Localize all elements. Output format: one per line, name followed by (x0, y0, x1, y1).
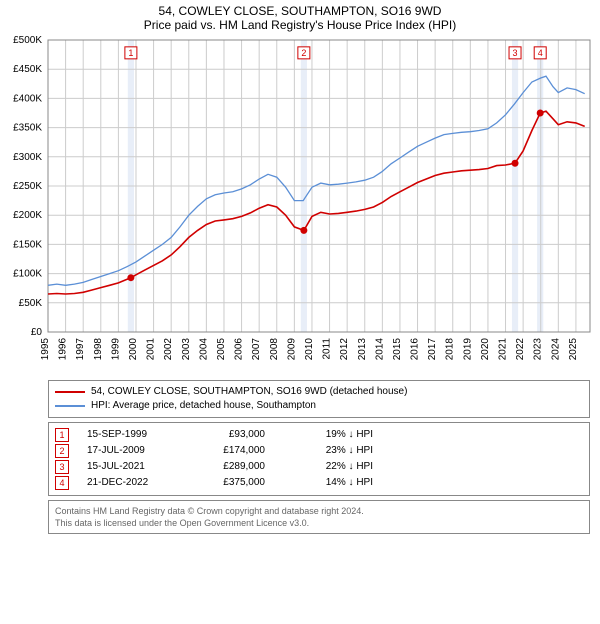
event-marker-box: 3 (55, 460, 69, 474)
y-tick-label: £350K (13, 123, 42, 134)
event-delta: 19% ↓ HPI (283, 427, 373, 443)
event-date: 17-JUL-2009 (87, 443, 177, 459)
chart-svg: £0£50K£100K£150K£200K£250K£300K£350K£400… (48, 34, 590, 374)
y-tick-label: £400K (13, 93, 42, 104)
x-tick-label: 1999 (110, 338, 121, 361)
event-delta: 14% ↓ HPI (283, 475, 373, 491)
x-tick-label: 2017 (427, 338, 438, 361)
x-tick-label: 2021 (498, 338, 509, 361)
y-tick-label: £150K (13, 239, 42, 250)
x-tick-label: 2000 (128, 338, 139, 361)
event-marker-box: 2 (55, 444, 69, 458)
event-price: £375,000 (195, 475, 265, 491)
y-tick-label: £450K (13, 64, 42, 75)
x-tick-label: 2018 (445, 338, 456, 361)
event-price: £289,000 (195, 459, 265, 475)
event-date: 15-SEP-1999 (87, 427, 177, 443)
x-tick-label: 2004 (198, 338, 209, 361)
event-flag-label: 2 (301, 48, 306, 58)
legend-label: HPI: Average price, detached house, Sout… (91, 399, 316, 413)
x-tick-label: 2006 (234, 338, 245, 361)
event-dot (300, 227, 307, 234)
x-tick-label: 2015 (392, 338, 403, 361)
x-tick-label: 2013 (357, 338, 368, 361)
y-tick-label: £100K (13, 269, 42, 280)
x-tick-label: 1998 (93, 338, 104, 361)
event-row: 2 17-JUL-2009 £174,000 23% ↓ HPI (55, 443, 583, 459)
y-tick-label: £50K (19, 298, 43, 309)
event-flag-label: 4 (538, 48, 543, 58)
x-tick-label: 1995 (40, 338, 51, 361)
legend-label: 54, COWLEY CLOSE, SOUTHAMPTON, SO16 9WD … (91, 385, 407, 399)
events-table: 1 15-SEP-1999 £93,000 19% ↓ HPI 2 17-JUL-2009… (48, 422, 590, 496)
x-tick-label: 1996 (58, 338, 69, 361)
y-tick-label: £0 (31, 327, 43, 338)
x-tick-label: 2016 (410, 338, 421, 361)
legend-swatch (55, 405, 85, 407)
x-tick-label: 2010 (304, 338, 315, 361)
x-tick-label: 2014 (374, 338, 385, 361)
x-tick-label: 2012 (339, 338, 350, 361)
x-tick-label: 2009 (286, 338, 297, 361)
event-marker-box: 4 (55, 476, 69, 490)
event-price: £93,000 (195, 427, 265, 443)
event-dot (512, 160, 519, 167)
y-tick-label: £300K (13, 152, 42, 163)
attribution-line1: Contains HM Land Registry data © Crown c… (55, 505, 583, 517)
y-tick-label: £200K (13, 210, 42, 221)
event-price: £174,000 (195, 443, 265, 459)
event-date: 21-DEC-2022 (87, 475, 177, 491)
chart-title: 54, COWLEY CLOSE, SOUTHAMPTON, SO16 9WD (0, 4, 600, 18)
x-tick-label: 2024 (550, 338, 561, 361)
event-dot (537, 110, 544, 117)
event-flag-label: 3 (513, 48, 518, 58)
event-row: 1 15-SEP-1999 £93,000 19% ↓ HPI (55, 427, 583, 443)
event-date: 15-JUL-2021 (87, 459, 177, 475)
x-tick-label: 2023 (533, 338, 544, 361)
event-marker-box: 1 (55, 428, 69, 442)
x-tick-label: 1997 (75, 338, 86, 361)
x-tick-label: 2008 (269, 338, 280, 361)
x-tick-label: 2025 (568, 338, 579, 361)
y-tick-label: £500K (13, 35, 42, 46)
legend: 54, COWLEY CLOSE, SOUTHAMPTON, SO16 9WD … (48, 380, 590, 418)
event-row: 3 15-JUL-2021 £289,000 22% ↓ HPI (55, 459, 583, 475)
y-tick-label: £250K (13, 181, 42, 192)
attribution: Contains HM Land Registry data © Crown c… (48, 500, 590, 534)
chart-subtitle: Price paid vs. HM Land Registry's House … (0, 18, 600, 32)
x-tick-label: 2020 (480, 338, 491, 361)
x-tick-label: 2019 (462, 338, 473, 361)
x-tick-label: 2005 (216, 338, 227, 361)
event-flag-label: 1 (128, 48, 133, 58)
event-row: 4 21-DEC-2022 £375,000 14% ↓ HPI (55, 475, 583, 491)
attribution-line2: This data is licensed under the Open Gov… (55, 517, 583, 529)
legend-item: 54, COWLEY CLOSE, SOUTHAMPTON, SO16 9WD … (55, 385, 583, 399)
x-tick-label: 2003 (181, 338, 192, 361)
x-tick-label: 2011 (322, 338, 333, 360)
legend-swatch (55, 391, 85, 393)
event-delta: 23% ↓ HPI (283, 443, 373, 459)
x-tick-label: 2007 (251, 338, 262, 361)
x-tick-label: 2001 (146, 338, 157, 361)
legend-item: HPI: Average price, detached house, Sout… (55, 399, 583, 413)
x-tick-label: 2022 (515, 338, 526, 361)
x-tick-label: 2002 (163, 338, 174, 361)
chart-area: £0£50K£100K£150K£200K£250K£300K£350K£400… (48, 34, 590, 374)
event-delta: 22% ↓ HPI (283, 459, 373, 475)
event-dot (127, 274, 134, 281)
